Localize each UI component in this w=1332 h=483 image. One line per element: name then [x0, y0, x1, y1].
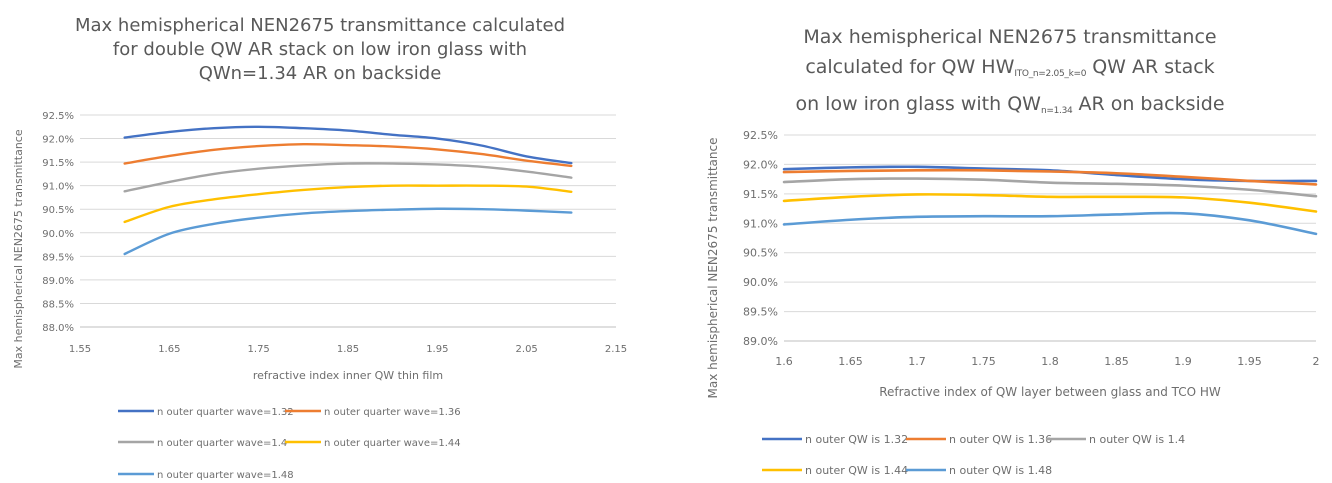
x-tick-label: 1.6 [775, 355, 793, 368]
x-tick-label: 1.85 [1104, 355, 1129, 368]
legend-label: n outer QW is 1.4 [1089, 433, 1185, 446]
legend-label: n outer QW is 1.44 [805, 464, 908, 477]
legend-label: n outer QW is 1.32 [805, 433, 908, 446]
chart-title-left: Max hemispherical NEN2675 transmittance … [40, 14, 600, 86]
legend-label: n outer QW is 1.48 [949, 464, 1052, 477]
chart-title-line: for double QW AR stack on low iron glass… [112, 39, 528, 60]
line-chart-left: 88.0% 88.5% 89.0% 89.5% 90.0% 90.5% 91.0% 91.5%… [12, 111, 627, 481]
series-line-5 [123, 207, 573, 256]
x-tick-label: 2 [1313, 355, 1320, 368]
y-tick-label: 91.0% [42, 182, 74, 193]
legend-label: n outer QW is 1.36 [949, 433, 1052, 446]
y-tick-label: 89.0% [42, 276, 74, 287]
series-line-1 [123, 125, 573, 165]
y-tick-label: 90.0% [743, 276, 778, 289]
chart-panel-left: Max hemispherical NEN2675 transmittance … [0, 0, 640, 483]
title-subscript: n=1.34 [1040, 106, 1073, 116]
chart-title-line: Max hemispherical NEN2675 transmittance … [75, 15, 565, 36]
series-line-3 [123, 162, 573, 193]
series-line-4 [123, 184, 573, 224]
y-axis-title: Max hemispherical NEN2675 transmittance [706, 138, 720, 399]
x-tick-label: 1.75 [971, 355, 996, 368]
legend-label: n outer quarter wave=1.44 [324, 438, 461, 449]
line-chart-right: 89.0% 89.5% 90.0% 90.5% 91.0% 91.5% 92.0% 92.5%… [706, 129, 1320, 477]
chart-panel-right: Max hemispherical NEN2675 transmittance c… [690, 0, 1332, 483]
y-axis-title: Max hemispherical NEN2675 transmittance [12, 129, 25, 368]
y-tick-label: 88.5% [42, 299, 74, 310]
x-tick-label: 1.65 [158, 344, 180, 355]
y-tick-label: 90.0% [42, 229, 74, 240]
series-line-2 [123, 142, 573, 168]
x-tick-label: 2.05 [516, 344, 538, 355]
chart-title-right: Max hemispherical NEN2675 transmittance c… [730, 22, 1290, 126]
legend-label: n outer quarter wave=1.48 [157, 470, 294, 481]
x-tick-label: 1.8 [1041, 355, 1059, 368]
y-tick-label: 92.5% [743, 129, 778, 142]
x-tick-label: 1.85 [337, 344, 359, 355]
y-tick-label: 89.5% [743, 306, 778, 319]
x-tick-label: 1.9 [1174, 355, 1192, 368]
title-subscript: ITO_n=2.05_k=0 [1014, 69, 1087, 79]
legend-label: n outer quarter wave=1.36 [324, 407, 461, 418]
legend-label: n outer quarter wave=1.4 [157, 438, 287, 449]
x-tick-label: 1.75 [248, 344, 270, 355]
y-tick-label: 89.5% [42, 252, 74, 263]
x-tick-label: 1.95 [426, 344, 448, 355]
y-tick-label: 91.5% [42, 158, 74, 169]
x-tick-label: 1.55 [69, 344, 91, 355]
x-tick-label: 1.7 [908, 355, 926, 368]
chart-title-line: QWn=1.34 AR on backside [198, 63, 442, 84]
x-axis-title: refractive index inner QW thin film [253, 369, 443, 382]
chart-title-line: Max hemispherical NEN2675 transmittance [803, 26, 1217, 48]
y-tick-label: 92.0% [42, 135, 74, 146]
y-tick-label: 90.5% [42, 205, 74, 216]
series-line-3 [782, 177, 1318, 198]
x-tick-label: 2.15 [605, 344, 627, 355]
series-line-2 [782, 168, 1318, 186]
y-tick-label: 89.0% [743, 335, 778, 348]
y-tick-label: 92.5% [42, 111, 74, 122]
series-line-5 [782, 211, 1318, 236]
y-tick-label: 90.5% [743, 247, 778, 260]
x-axis-title: Refractive index of QW layer between gla… [879, 385, 1221, 399]
y-tick-label: 88.0% [42, 323, 74, 334]
y-tick-label: 92.0% [743, 158, 778, 171]
legend-label: n outer quarter wave=1.32 [157, 407, 294, 418]
y-tick-label: 91.0% [743, 217, 778, 230]
x-tick-label: 1.95 [1237, 355, 1262, 368]
chart-title-line: calculated for QW HWITO_n=2.05_k=0 QW AR… [805, 56, 1215, 79]
y-tick-label: 91.5% [743, 188, 778, 201]
x-tick-label: 1.65 [838, 355, 863, 368]
chart-title-line: on low iron glass with QWn=1.34 AR on ba… [795, 93, 1225, 116]
series-line-4 [782, 193, 1318, 213]
